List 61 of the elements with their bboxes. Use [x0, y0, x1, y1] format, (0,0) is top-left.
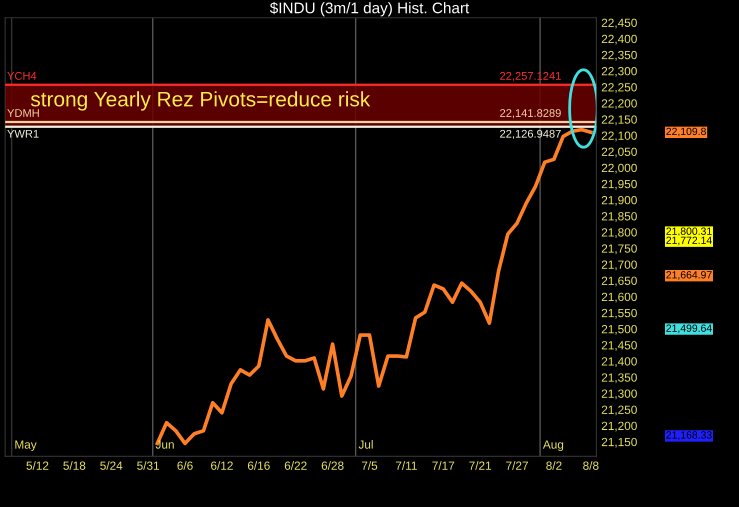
x-tick-label: 5/24 — [100, 461, 122, 470]
y-tick-label: 21,700 — [602, 260, 637, 270]
x-tick-label: 6/22 — [284, 461, 307, 470]
x-tick-label: 6/16 — [248, 461, 270, 470]
y-tick-label: 21,500 — [602, 324, 637, 335]
text: 21,168.33 — [666, 431, 712, 440]
y-tick-label: 21,400 — [602, 357, 637, 367]
y-tick-label: 21,450 — [602, 341, 637, 351]
annotation: 22,141.8289 — [500, 109, 561, 118]
annotation: 22,126.9487 — [500, 130, 561, 140]
text: 21,664.97 — [666, 271, 712, 280]
y-tick-label: 21,650 — [602, 276, 637, 286]
y-tick-label: 21,900 — [602, 196, 637, 206]
annotation: Jun — [156, 440, 174, 449]
y-tick-label: 22,400 — [602, 34, 637, 44]
y-tick-label: 21,350 — [602, 373, 637, 384]
band-label: strong Yearly Rez Pivots=reduce risk — [30, 91, 370, 111]
x-tick-label: 8/8 — [583, 461, 599, 470]
y-tick-label: 21,200 — [602, 422, 637, 432]
annotation: Jul — [358, 440, 373, 449]
x-tick-label: 7/21 — [469, 461, 492, 470]
ref-line-label: YCH4 — [7, 72, 36, 80]
y-tick-label: 22,050 — [602, 148, 637, 158]
y-tick-label: 21,750 — [602, 244, 637, 254]
x-tick-label: 6/6 — [177, 461, 193, 470]
y-tick-label: 22,150 — [602, 115, 637, 126]
chart-title: $INDU (3m/1 day) Hist. Chart — [270, 2, 470, 16]
y-tick-label: 21,300 — [602, 389, 637, 400]
y-tick-label: 21,250 — [602, 406, 637, 416]
text: 22,109.8 — [666, 128, 706, 136]
y-tick-label: 21,800 — [602, 228, 637, 238]
x-tick-label: 6/12 — [211, 461, 233, 470]
y-tick-label: 22,350 — [602, 50, 637, 61]
text: 21,772.14 — [666, 236, 712, 246]
y-tick-label: 22,250 — [602, 83, 637, 93]
annotation: May — [15, 440, 37, 452]
x-tick-label: 7/5 — [362, 461, 378, 470]
ref-line-label: YWR1 — [7, 130, 39, 138]
y-tick-label: 21,550 — [602, 308, 637, 319]
x-tick-label: 6/28 — [322, 461, 344, 470]
y-tick-label: 21,950 — [602, 180, 637, 190]
x-tick-label: 5/12 — [26, 461, 48, 470]
x-tick-label: 7/27 — [506, 461, 528, 470]
y-tick-label: 22,200 — [602, 99, 637, 109]
y-tick-label: 22,300 — [602, 66, 637, 77]
y-tick-label: 21,150 — [602, 438, 637, 448]
x-tick-label: 5/31 — [137, 461, 160, 470]
x-tick-label: 8/2 — [546, 461, 562, 470]
y-tick-label: 21,850 — [602, 212, 637, 222]
y-tick-label: 21,600 — [602, 292, 637, 302]
ref-line-label: YDMH — [7, 109, 39, 117]
y-tick-label: 22,450 — [602, 18, 637, 28]
y-tick-label: 22,100 — [602, 131, 637, 142]
x-tick-label: 7/11 — [396, 461, 417, 470]
text: 21,800.31 — [666, 228, 712, 236]
x-tick-label: 7/17 — [432, 461, 454, 470]
text: 21,499.64 — [666, 324, 712, 334]
x-tick-label: 5/18 — [63, 461, 86, 470]
annotation: Aug — [542, 440, 564, 452]
y-tick-label: 22,000 — [602, 164, 637, 174]
annotation: 22,257.1241 — [500, 72, 561, 82]
